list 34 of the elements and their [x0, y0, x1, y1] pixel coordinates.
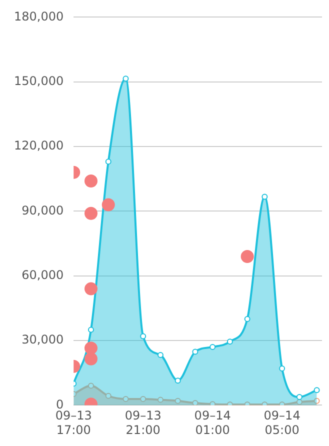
y-tick-label: 60,000 [22, 268, 64, 282]
x-tick-label: 09–13 21:00 [124, 408, 162, 437]
point [88, 326, 94, 333]
point [122, 396, 129, 402]
point [157, 396, 164, 403]
x-tick-label: 09–13 17:00 [55, 408, 92, 437]
point [314, 398, 320, 404]
point [174, 378, 181, 384]
point [279, 366, 286, 372]
point [157, 352, 164, 358]
y-tick-label: 120,000 [14, 138, 64, 153]
point [140, 396, 146, 402]
point [192, 348, 198, 355]
point [192, 400, 198, 406]
point [314, 387, 320, 394]
y-tick-label: 90,000 [22, 203, 64, 218]
point [88, 382, 94, 389]
x-tick-label: 09–14 05:00 [264, 408, 300, 437]
point [210, 344, 216, 350]
y-tick-label: 30,000 [22, 332, 64, 347]
y-tick-label: 180,000 [14, 9, 64, 24]
y-tick-label: 150,000 [14, 74, 64, 88]
point [84, 174, 98, 188]
point [244, 316, 250, 322]
point [140, 333, 146, 340]
point [105, 158, 112, 165]
point [105, 392, 112, 399]
point [296, 394, 302, 400]
point [174, 398, 181, 404]
point [226, 338, 233, 345]
point [262, 194, 268, 200]
x-tick-label: 09–14 01:00 [194, 408, 231, 437]
y-tick-label: 0 [56, 397, 64, 412]
point [122, 76, 129, 82]
